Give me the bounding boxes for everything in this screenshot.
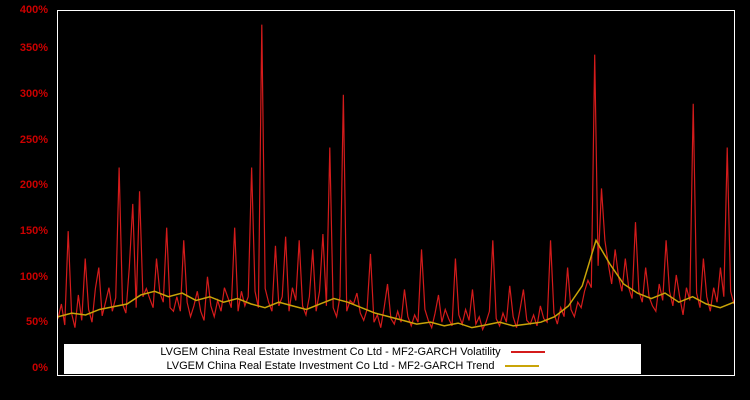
legend-item-volatility: LVGEM China Real Estate Investment Co Lt…	[70, 345, 635, 359]
legend: LVGEM China Real Estate Investment Co Lt…	[64, 344, 641, 374]
legend-item-trend: LVGEM China Real Estate Investment Co Lt…	[70, 359, 635, 373]
y-axis-label: 0%	[32, 362, 48, 374]
trend-line-sample	[504, 365, 539, 367]
y-axis-label: 50%	[25, 316, 48, 328]
y-axis-label: 400%	[19, 4, 48, 16]
plot-svg	[58, 24, 734, 332]
plot-area	[57, 10, 735, 376]
trend-line	[58, 238, 734, 329]
y-axis-label: 100%	[19, 271, 48, 283]
legend-label-trend: LVGEM China Real Estate Investment Co Lt…	[166, 360, 495, 372]
y-axis: 0% 50% 100% 150% 200% 250% 300% 350% 400…	[0, 0, 52, 400]
volatility-line-sample	[510, 351, 545, 353]
volatility-line	[58, 24, 734, 332]
y-axis-label: 250%	[19, 134, 48, 146]
y-axis-label: 350%	[19, 42, 48, 54]
y-axis-label: 200%	[19, 179, 48, 191]
y-axis-label: 300%	[19, 88, 48, 100]
y-axis-label: 150%	[19, 225, 48, 237]
legend-label-volatility: LVGEM China Real Estate Investment Co Lt…	[160, 346, 501, 358]
